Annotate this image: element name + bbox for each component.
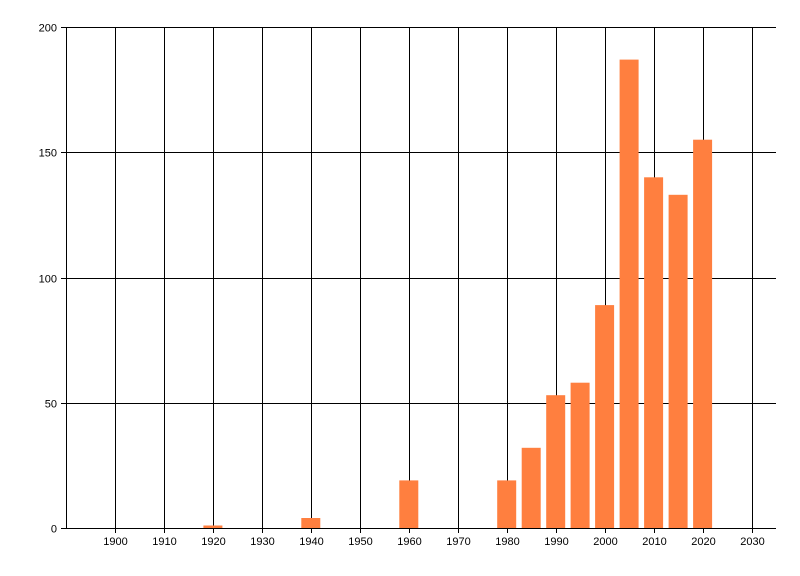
bar-2005 <box>619 59 639 528</box>
x-tick-label-1960: 1960 <box>397 536 421 548</box>
tick-labels: 1900 1910 1920 1930 1940 1950 1960 1970 1980 1990… <box>39 23 765 549</box>
y-tick-label-200: 200 <box>39 23 57 35</box>
bars <box>203 59 713 529</box>
x-tick-label-2010: 2010 <box>642 536 666 548</box>
x-tick-label-1930: 1930 <box>250 536 274 548</box>
bar-1990 <box>546 395 566 528</box>
bar-1980 <box>497 480 517 528</box>
bar-2015 <box>668 194 688 529</box>
x-tick-label-2030: 2030 <box>740 536 764 548</box>
x-tick-label-1980: 1980 <box>495 536 519 548</box>
bar-1920 <box>203 525 223 528</box>
bar-1940 <box>301 518 321 528</box>
x-tick-label-1920: 1920 <box>201 536 225 548</box>
bar-2000 <box>595 305 615 528</box>
x-tick-label-1910: 1910 <box>152 536 176 548</box>
bar-1995 <box>570 382 590 528</box>
x-tick-label-1950: 1950 <box>348 536 372 548</box>
y-tick-label-150: 150 <box>39 148 57 160</box>
bar-1985 <box>521 447 541 528</box>
x-tick-label-2000: 2000 <box>593 536 617 548</box>
y-tick-label-100: 100 <box>39 274 57 286</box>
x-tick-label-1940: 1940 <box>299 536 323 548</box>
y-tick-label-0: 0 <box>51 524 57 536</box>
x-tick-label-1990: 1990 <box>544 536 568 548</box>
bar-2020 <box>693 139 713 528</box>
x-tick-label-1900: 1900 <box>103 536 127 548</box>
axes <box>61 27 776 533</box>
x-tick-label-1970: 1970 <box>446 536 470 548</box>
y-tick-label-50: 50 <box>45 399 57 411</box>
bar-2010 <box>644 177 664 529</box>
x-tick-label-2020: 2020 <box>691 536 715 548</box>
bar-1960 <box>399 480 419 528</box>
